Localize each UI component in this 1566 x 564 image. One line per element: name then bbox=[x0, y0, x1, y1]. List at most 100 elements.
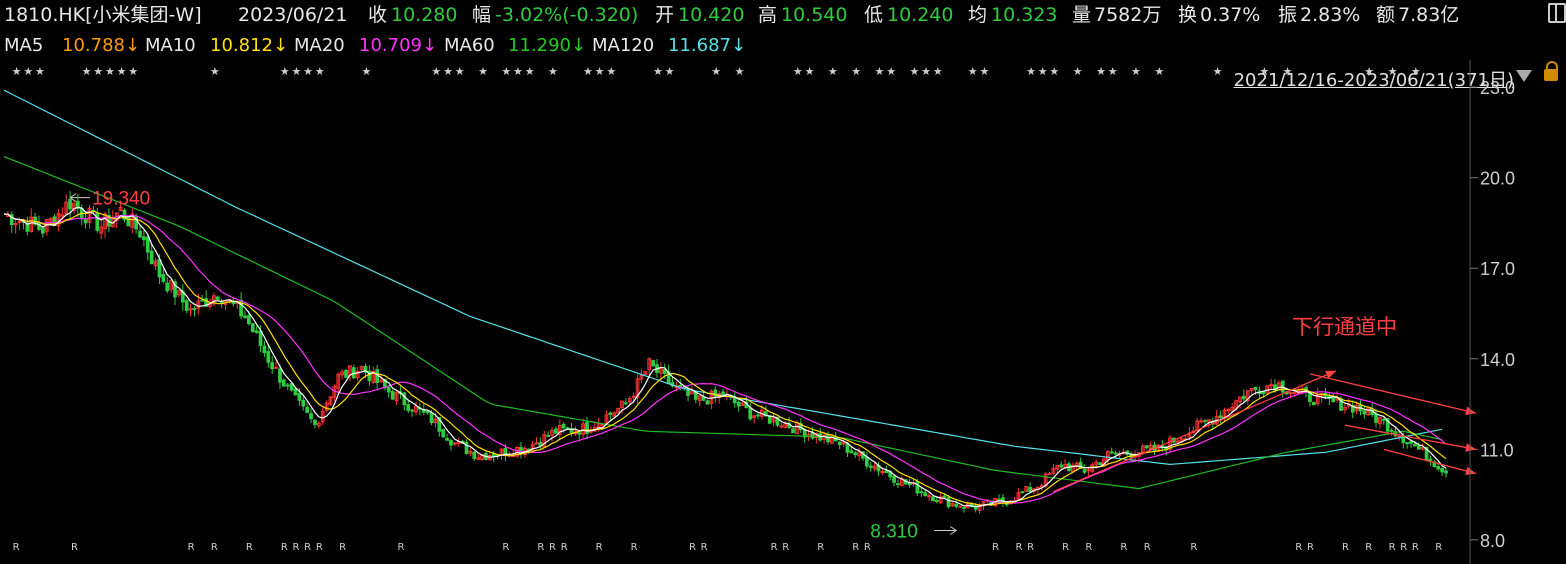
high-value: 10.540 bbox=[781, 4, 848, 26]
star-marker: ★ bbox=[210, 65, 220, 78]
star-marker: ★ bbox=[665, 65, 675, 78]
candle-down bbox=[425, 411, 430, 414]
r-marker: R bbox=[1144, 542, 1151, 553]
candle-down bbox=[1242, 395, 1246, 400]
candle-down bbox=[853, 452, 858, 456]
candle-up bbox=[99, 226, 104, 234]
star-marker: ★ bbox=[455, 65, 465, 78]
candle-down bbox=[437, 416, 442, 432]
candle-down bbox=[651, 360, 655, 367]
candle-up bbox=[29, 216, 34, 232]
trend-channel bbox=[1053, 370, 1477, 493]
candle-down bbox=[1428, 458, 1433, 461]
candle-up bbox=[550, 429, 554, 436]
candle-down bbox=[289, 383, 294, 391]
candle-up bbox=[1086, 469, 1091, 472]
candle-down bbox=[810, 432, 815, 439]
candle-down bbox=[973, 505, 978, 510]
candle-up bbox=[153, 260, 158, 267]
lock-icon[interactable] bbox=[1544, 61, 1558, 81]
low-annotation: 8.310 bbox=[870, 522, 918, 543]
candle-down bbox=[390, 391, 395, 400]
candle-up bbox=[927, 495, 931, 498]
candle-down bbox=[247, 315, 251, 325]
candle-up bbox=[72, 203, 76, 211]
candle-down bbox=[344, 369, 348, 378]
candle-down bbox=[1413, 443, 1417, 447]
candle-up bbox=[779, 425, 784, 428]
candle-up bbox=[740, 402, 745, 406]
candle-up bbox=[476, 457, 481, 460]
candle-down bbox=[736, 401, 741, 407]
candle-up bbox=[639, 375, 644, 380]
star-marker: ★ bbox=[735, 65, 745, 78]
candle-down bbox=[173, 281, 177, 298]
candle-up bbox=[1199, 420, 1203, 423]
close-value: 10.280 bbox=[391, 4, 458, 26]
candle-down bbox=[402, 392, 407, 406]
candle-down bbox=[624, 402, 628, 405]
star-marker: ★ bbox=[875, 65, 885, 78]
r-marker: R bbox=[316, 542, 323, 553]
panel-toggle-icon[interactable] bbox=[1548, 3, 1566, 23]
star-marker: ★ bbox=[1388, 65, 1398, 78]
candle-down bbox=[309, 413, 313, 420]
candle-down bbox=[126, 216, 131, 227]
ma5-line bbox=[3, 206, 1447, 508]
candle-down bbox=[662, 369, 667, 374]
annotations: 19.340 8.310 下行通道中 bbox=[92, 189, 1397, 543]
candle-down bbox=[919, 491, 924, 494]
candle-up bbox=[355, 370, 360, 379]
y-tick-label: 17.0 bbox=[1480, 259, 1515, 279]
date-range-link[interactable]: 2021/12/16-2023/06/21(371日) bbox=[1233, 70, 1514, 91]
candle-down bbox=[25, 222, 30, 232]
candle-up bbox=[196, 300, 201, 309]
star-marker: ★ bbox=[105, 65, 115, 78]
candle-up bbox=[872, 465, 877, 470]
candle-down bbox=[865, 456, 869, 467]
change-label: 幅 bbox=[472, 4, 492, 26]
candle-up bbox=[188, 308, 193, 311]
star-marker: ★ bbox=[35, 65, 45, 78]
candle-down bbox=[931, 496, 935, 502]
ma120-value: 11.687↓ bbox=[668, 35, 747, 56]
candle-down bbox=[254, 330, 259, 333]
candle-down bbox=[363, 366, 368, 373]
r-marker: R bbox=[1085, 542, 1092, 553]
candle-up bbox=[1249, 387, 1254, 391]
candle-down bbox=[464, 441, 469, 454]
r-marker: R bbox=[293, 542, 300, 553]
candle-up bbox=[857, 451, 861, 457]
r-marker: R bbox=[631, 542, 638, 553]
r-marker: R bbox=[689, 542, 696, 553]
candle-down bbox=[285, 384, 290, 387]
candle-up bbox=[394, 392, 399, 401]
ma20-label: MA20 bbox=[294, 35, 345, 56]
candlestick-chart[interactable]: ★R★ ★R★ ★ ★ ★ ★R★R R★R★R★R★R R★R★ ★ ★ ★ ★R★ ★R★R R★ ★R… bbox=[0, 60, 1566, 564]
candle-down bbox=[375, 369, 379, 384]
candle-down bbox=[561, 423, 566, 429]
candle-down bbox=[942, 495, 947, 498]
candle-up bbox=[1047, 473, 1052, 476]
turnover-label: 换 bbox=[1178, 4, 1198, 26]
star-marker: ★ bbox=[501, 65, 511, 78]
r-marker: R bbox=[1027, 542, 1034, 553]
candle-down bbox=[410, 409, 414, 412]
r-marker: R bbox=[211, 542, 218, 553]
candle-down bbox=[297, 392, 302, 401]
star-marker: ★ bbox=[1038, 65, 1048, 78]
candle-up bbox=[1420, 446, 1425, 450]
candle-down bbox=[142, 236, 146, 241]
candle-down bbox=[1261, 391, 1266, 395]
candle-up bbox=[631, 395, 636, 398]
r-marker: R bbox=[1295, 542, 1302, 553]
candle-down bbox=[266, 351, 271, 363]
ma60-line bbox=[3, 156, 1443, 490]
r-marker: R bbox=[561, 542, 568, 553]
candle-down bbox=[775, 416, 780, 426]
candle-down bbox=[83, 218, 88, 224]
candle-down bbox=[149, 250, 154, 265]
trend-note: 下行通道中 bbox=[1292, 315, 1397, 339]
candle-up bbox=[620, 400, 624, 409]
range-dropdown-icon[interactable] bbox=[1516, 70, 1532, 82]
